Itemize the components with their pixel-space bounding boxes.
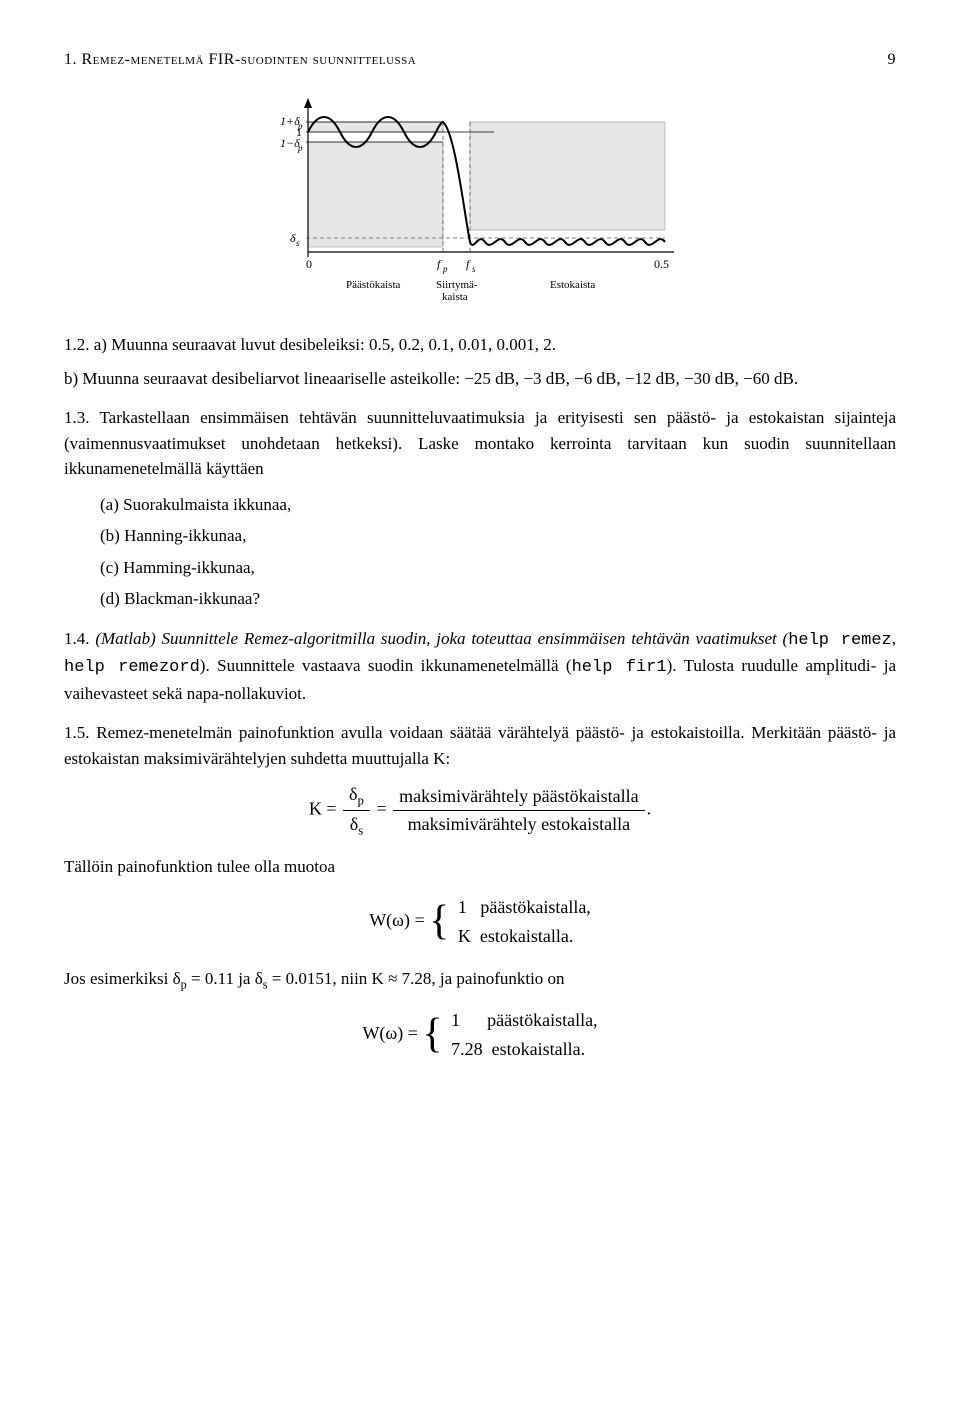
den: maksimivärähtely estokaistalla [393,811,644,838]
case-val: 1 [451,1010,460,1030]
svg-text:p: p [297,143,303,153]
list-item: (a) Suorakulmaista ikkunaa, [100,492,896,518]
list-item: (d) Blackman-ikkunaa? [100,586,896,612]
left-brace-icon: { [429,903,449,941]
sub: p [358,793,364,808]
case-val: 1 [458,897,467,917]
cases: 1 päästökaistalla, 7.28 estokaistalla. [451,1005,597,1065]
text: Jos esimerkiksi δ [64,969,181,988]
sub: s [358,823,363,838]
page-number: 9 [888,48,897,72]
problem-1-5-text2: Tällöin painofunktion tulee olla muotoa [64,854,896,880]
text: = 0.0151, niin K ≈ 7.28, ja painofunktio… [268,969,565,988]
cases: 1 päästökaistalla, K estokaistalla. [458,892,591,952]
problem-1-5: 1.5. Remez-menetelmän painofunktion avul… [64,720,896,1065]
case-text: estokaistalla. [480,926,573,946]
problem-1-3-list: (a) Suorakulmaista ikkunaa, (b) Hanning-… [100,492,896,612]
problem-1-2-a: a) Muunna seuraavat luvut desibeleiksi: … [94,335,556,354]
problem-number: 1.2. [64,335,90,354]
list-item: (b) Hanning-ikkunaa, [100,523,896,549]
fraction-delta: δp δs [343,781,370,840]
problem-1-3: 1.3. Tarkastellaan ensimmäisen tehtävän … [64,405,896,612]
case-text: päästökaistalla, [480,897,590,917]
problem-1-4-pre: (Matlab) Suunnittele Remez-algoritmilla … [95,629,788,648]
equation-k-ratio: K = δp δs = maksimivärähtely päästökaist… [64,781,896,840]
case-text: estokaistalla. [492,1039,585,1059]
problem-number: 1.3. [64,408,90,427]
left-brace-icon: { [422,1016,442,1054]
num: δ [349,784,357,804]
page-header: 1. Remez-menetelmä FIR-suodinten suunnit… [64,48,896,72]
svg-text:Päästökaista: Päästökaista [346,279,400,291]
eq-mid: = [377,799,392,819]
eq-lhs: W(ω) = [362,1023,422,1043]
problem-1-2-b: b) Muunna seuraavat desibeliarvot lineaa… [64,366,896,392]
problem-1-2: 1.2. a) Muunna seuraavat luvut desibelei… [64,332,896,391]
case-text: päästökaistalla, [487,1010,597,1030]
eq-lhs: W(ω) = [369,910,429,930]
svg-text:s: s [472,264,476,274]
num: maksimivärähtely päästökaistalla [393,783,644,811]
svg-text:Siirtymä-: Siirtymä- [436,279,478,291]
equation-w-numeric: W(ω) = { 1 päästökaistalla, 7.28 estokai… [64,1005,896,1065]
code-help-remez: help remez [788,631,892,650]
filter-response-svg: 1+δp 1 1−δp δs 0 fp fs 0.5 Päästökaista … [260,92,700,302]
text: , [892,629,896,648]
case-val: K [458,926,471,946]
filter-response-figure: 1+δp 1 1−δp δs 0 fp fs 0.5 Päästökaista … [260,92,700,302]
problem-number: 1.5. [64,723,90,742]
svg-text:0.5: 0.5 [654,257,669,271]
problem-1-5-text3: Jos esimerkiksi δp = 0.11 ja δs = 0.0151… [64,966,896,994]
section-title: 1. Remez-menetelmä FIR-suodinten suunnit… [64,48,416,72]
fraction-text: maksimivärähtely päästökaistalla maksimi… [393,783,644,838]
svg-text:s: s [296,238,300,248]
text: = 0.11 ja δ [187,969,263,988]
list-item: (c) Hamming-ikkunaa, [100,555,896,581]
code-help-fir1: help fir1 [572,658,667,677]
problem-1-3-text: Tarkastellaan ensimmäisen tehtävän suunn… [64,408,896,478]
code-help-remezord: help remezord [64,658,200,677]
equation-w-cases: W(ω) = { 1 päästökaistalla, K estokaista… [64,892,896,952]
svg-text:f: f [437,257,442,271]
problem-1-4: 1.4. (Matlab) Suunnittele Remez-algoritm… [64,626,896,707]
svg-text:kaista: kaista [442,291,468,302]
problem-1-5-text: Remez-menetelmän painofunktion avulla vo… [64,723,896,768]
case-val: 7.28 [451,1039,483,1059]
svg-text:f: f [466,257,471,271]
svg-text:0: 0 [306,257,312,271]
text: ). Suunnittele vastaava suodin ikkunamen… [200,656,572,675]
problem-number: 1.4. [64,629,90,648]
svg-text:p: p [442,264,448,274]
den: δ [350,814,358,834]
eq-end: . [647,799,652,819]
svg-text:Estokaista: Estokaista [550,279,595,291]
eq-lhs: K = [309,799,337,819]
